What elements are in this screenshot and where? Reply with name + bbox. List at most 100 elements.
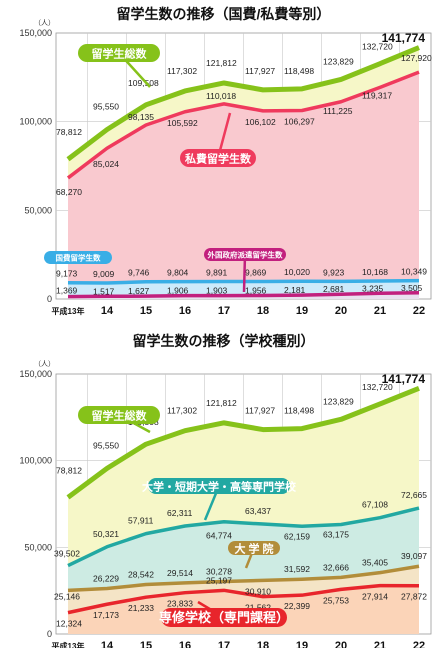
data-label: 1,906 xyxy=(167,286,189,296)
data-label: 30,278 xyxy=(206,567,232,577)
y-tick-label: 0 xyxy=(47,294,52,304)
series-tag xyxy=(161,608,287,627)
data-label: 1,369 xyxy=(56,286,78,296)
chart-1: 150,000 100,000 50,000 0 （人） 78,812 95,550 109,… xyxy=(19,19,432,317)
series-tag xyxy=(228,541,280,555)
data-label: 9,173 xyxy=(56,269,78,279)
data-label: 67,108 xyxy=(362,500,388,510)
data-label: 117,302 xyxy=(167,66,197,76)
x-tick-label: 21 xyxy=(374,640,386,648)
data-label: 9,746 xyxy=(128,268,150,278)
y-tick-label: 0 xyxy=(47,629,52,639)
data-label: 25,197 xyxy=(206,575,232,585)
x-tick-label: 17 xyxy=(218,640,230,648)
data-label: 1,627 xyxy=(128,286,150,296)
data-label: 117,302 xyxy=(167,406,197,416)
data-label: 2,181 xyxy=(284,285,306,295)
data-label: 62,159 xyxy=(284,531,310,541)
series-name: 外国政府派遣留学生数 xyxy=(208,250,283,260)
x-tick-label: 19 xyxy=(296,305,308,317)
y-tick-label: 100,000 xyxy=(19,456,52,466)
x-tick-label: 18 xyxy=(257,305,269,317)
data-label: 1,517 xyxy=(93,286,115,296)
y-unit-label: （人） xyxy=(34,19,55,27)
data-label: 106,102 xyxy=(245,117,276,127)
data-label: 123,829 xyxy=(323,396,354,406)
x-tick-label: 14 xyxy=(101,640,114,648)
data-label: 35,405 xyxy=(362,558,388,568)
series-tag xyxy=(180,149,256,167)
y-unit-label: （人） xyxy=(34,360,55,368)
y-tick-label: 150,000 xyxy=(19,369,52,379)
data-label: 111,225 xyxy=(323,106,353,116)
data-label: 118,498 xyxy=(284,406,314,416)
data-label: 118,498 xyxy=(284,66,314,76)
y-tick-label: 100,000 xyxy=(19,117,52,127)
data-label: 21,562 xyxy=(245,603,271,613)
chart-1-title: 留学生数の推移（国費/私費等別） xyxy=(116,6,331,22)
data-label: 10,020 xyxy=(284,267,310,277)
data-label: 27,914 xyxy=(362,592,388,602)
data-label: 117,927 xyxy=(245,66,275,76)
data-label: 132,720 xyxy=(362,382,393,392)
x-tick-label: 22 xyxy=(413,640,425,648)
data-label: 109,508 xyxy=(128,78,159,88)
total-highlight-label: 141,774 xyxy=(382,372,426,386)
data-label: 27,872 xyxy=(401,592,427,602)
series-name: 大学・短期大学・高等専門学校 xyxy=(142,480,297,494)
series-line xyxy=(66,70,420,180)
data-label: 9,804 xyxy=(167,268,189,278)
series-line xyxy=(67,506,420,568)
data-label: 123,829 xyxy=(323,56,354,66)
series-name: 留学生総数 xyxy=(92,409,148,423)
data-label: 78,812 xyxy=(56,465,82,475)
y-tick-label: 150,000 xyxy=(19,28,52,38)
x-tick-label: 21 xyxy=(374,305,386,317)
x-tick-label: 15 xyxy=(140,640,152,648)
data-label: 9,891 xyxy=(206,267,228,277)
series-tag xyxy=(78,44,160,62)
x-tick-label: 15 xyxy=(140,305,152,317)
series-line xyxy=(66,45,420,162)
data-label: 21,233 xyxy=(128,603,154,613)
x-tick-label: 平成13年 xyxy=(52,641,85,648)
data-label: 127,920 xyxy=(401,53,432,63)
data-label: 12,324 xyxy=(56,619,82,629)
x-tick-label: 20 xyxy=(335,305,347,317)
series-line xyxy=(67,564,420,593)
data-label: 10,349 xyxy=(401,267,427,277)
data-label: 31,592 xyxy=(284,564,310,574)
data-label: 25,753 xyxy=(323,595,349,605)
data-label: 50,321 xyxy=(93,529,119,539)
data-label: 3,235 xyxy=(362,283,384,293)
data-label: 1,903 xyxy=(206,286,228,296)
data-label: 26,229 xyxy=(93,574,119,584)
data-label: 9,869 xyxy=(245,267,267,277)
data-label: 63,437 xyxy=(245,506,271,516)
x-tick-label: 20 xyxy=(335,640,347,648)
series-line xyxy=(67,291,420,299)
data-label: 17,173 xyxy=(93,610,119,620)
data-label: 72,665 xyxy=(401,490,427,500)
series-name: 私費留学生数 xyxy=(185,152,252,166)
data-label: 39,097 xyxy=(401,551,427,561)
x-tick-label: 22 xyxy=(413,305,425,317)
data-label: 9,923 xyxy=(323,267,345,277)
series-name: 大 学 院 xyxy=(234,542,273,556)
x-tick-label: 14 xyxy=(101,305,114,317)
data-label: 62,311 xyxy=(167,508,193,518)
series-tag xyxy=(204,248,286,261)
data-label: 105,592 xyxy=(167,118,198,128)
series-name: 留学生総数 xyxy=(92,47,148,61)
data-label: 57,911 xyxy=(128,516,154,526)
series-line xyxy=(67,583,420,615)
data-label: 98,135 xyxy=(128,112,154,122)
chart-2-title: 留学生数の推移（学校種別） xyxy=(132,333,315,349)
data-label: 10,168 xyxy=(362,267,388,277)
data-label: 25,146 xyxy=(54,591,80,601)
data-label: 121,812 xyxy=(206,58,237,68)
x-tick-label: 16 xyxy=(179,640,191,648)
chart-2: 150,000100,00050,0000（人）78,81295,550109,… xyxy=(19,360,432,648)
